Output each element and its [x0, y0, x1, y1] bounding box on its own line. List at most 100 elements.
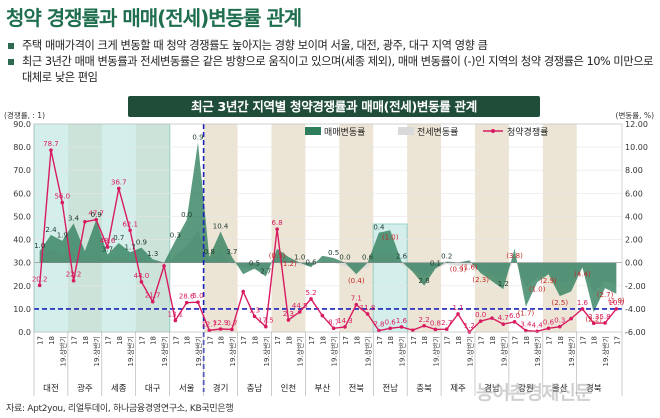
region-label: 부산	[315, 383, 331, 394]
period-tick-label: 17	[376, 336, 384, 345]
period-tick-label: 18	[184, 336, 192, 345]
change-data-label: (1.7)	[518, 310, 535, 318]
period-tick-label: 19.상반기	[92, 336, 101, 366]
competition-point	[603, 321, 607, 325]
period-tick-label: 17	[410, 336, 418, 345]
competition-point	[275, 227, 279, 231]
region-label: 울산	[552, 383, 568, 394]
right-axis-tick-label: 0.00	[625, 259, 643, 268]
legend-marker-competition	[491, 129, 495, 133]
competition-data-label: 0.3	[554, 317, 565, 325]
bullet-square-icon	[8, 59, 14, 65]
period-tick-label: 18	[591, 336, 599, 345]
competition-point	[524, 328, 528, 333]
region-band	[203, 124, 238, 332]
change-data-label: 0.0	[181, 211, 192, 219]
region-label: 대구	[145, 384, 161, 394]
change-data-label: 0.5	[328, 249, 339, 257]
bullet-square-icon	[8, 43, 14, 49]
period-tick-label: 18	[421, 336, 429, 345]
right-axis-tick-label: 10.00	[625, 143, 648, 152]
competition-data-label: 5.8	[599, 313, 610, 321]
competition-point	[105, 245, 110, 249]
region-label: 경기	[213, 383, 229, 394]
period-tick-label: 19.상반기	[499, 336, 508, 366]
left-axis-tick-label: 80.0	[13, 143, 31, 152]
plot-frame	[33, 123, 623, 333]
competition-point	[501, 322, 506, 326]
competition-point	[320, 313, 325, 318]
period-tick-label: 17	[206, 336, 214, 345]
right-axis-tick-label: 2.00	[625, 236, 643, 245]
region-label: 전북	[348, 383, 364, 394]
left-axis-tick-label: 60.0	[13, 189, 31, 198]
page-title: 청약 경쟁률과 매매(전세)변동률 관계	[6, 6, 302, 30]
change-data-label: 0.5	[249, 259, 260, 267]
left-axis-tick-label: 50.0	[13, 212, 31, 221]
period-tick-label: 17	[444, 336, 452, 345]
competition-data-label: 10.0	[609, 299, 625, 307]
competition-point	[512, 320, 517, 324]
change-data-label: 1.2	[498, 280, 509, 288]
right-axis-label: (변동률, %)	[616, 111, 655, 120]
watermark: 농어촌경제신문	[476, 382, 592, 404]
change-data-label: (1.2)	[280, 260, 297, 268]
region-label: 경남	[484, 383, 500, 394]
competition-point	[218, 327, 223, 331]
competition-point	[535, 329, 539, 334]
period-tick-label: 18	[116, 336, 124, 345]
competition-point	[162, 264, 166, 268]
left-axis-tick-label: 0.0	[18, 328, 31, 337]
competition-point	[422, 323, 426, 328]
competition-point	[196, 300, 200, 304]
region-band	[542, 124, 577, 332]
region-band	[407, 124, 442, 332]
competition-data-label: 28.6	[179, 293, 195, 301]
competition-point	[377, 328, 381, 333]
competition-point	[354, 302, 359, 307]
period-tick-label: 19.상반기	[567, 336, 576, 366]
right-axis-tick-label: -4.00	[625, 305, 646, 314]
legend-label-rent: 전세변동률	[417, 127, 458, 138]
competition-data-label: 44.5	[292, 302, 308, 310]
period-tick-label: 18	[218, 336, 226, 345]
period-tick-label: 19.상반기	[533, 336, 542, 366]
period-tick-label: 18	[387, 336, 395, 345]
period-tick-label: 17	[512, 336, 520, 345]
bullet-text: 최근 3년간 매매 변동률과 전세변동률은 같은 방향으로 움직이고 있으며(세…	[22, 55, 653, 84]
change-data-label: (1.8)	[608, 297, 625, 305]
period-tick-label: 18	[557, 336, 565, 345]
period-tick-label: 17	[138, 336, 146, 345]
right-axis-tick-label: 4.00	[625, 212, 643, 221]
competition-data-label: 14.3	[337, 317, 353, 325]
competition-data-label: 20.2	[32, 275, 48, 283]
period-tick-label: 19.상반기	[296, 336, 305, 366]
competition-point	[331, 326, 336, 331]
competition-point	[117, 186, 121, 191]
left-axis-tick-label: 70.0	[13, 166, 31, 175]
competition-data-label: 56.0	[54, 193, 70, 201]
competition-data-label: 78.7	[43, 140, 59, 148]
change-data-label: 0.9	[136, 239, 147, 247]
competition-point	[37, 283, 42, 288]
competition-data-label: 2.2	[419, 316, 430, 324]
competition-point	[546, 326, 551, 331]
region-band	[475, 124, 509, 332]
change-data-label: 2.7	[260, 268, 271, 276]
competition-data-label: 12.7	[201, 320, 217, 328]
region-label: 전남	[382, 383, 398, 394]
change-data-label: 1.0	[34, 242, 45, 250]
competition-line	[38, 149, 617, 334]
competition-data-label: 12.9	[213, 319, 229, 327]
region-band	[339, 124, 374, 332]
change-data-label: (1.0)	[382, 233, 399, 241]
region-label: 세종	[111, 384, 127, 394]
competition-point	[83, 219, 87, 224]
right-axis-tick-label: 8.00	[625, 166, 643, 175]
change-data-label: 10.4	[213, 222, 229, 230]
competition-data-label: 11.8	[360, 304, 376, 312]
period-tick-label: 19.상반기	[160, 336, 169, 366]
change-data-label: (2.5)	[552, 299, 569, 307]
change-data-label: 0.4	[373, 224, 385, 232]
change-data-label: (2.7)	[597, 291, 614, 299]
